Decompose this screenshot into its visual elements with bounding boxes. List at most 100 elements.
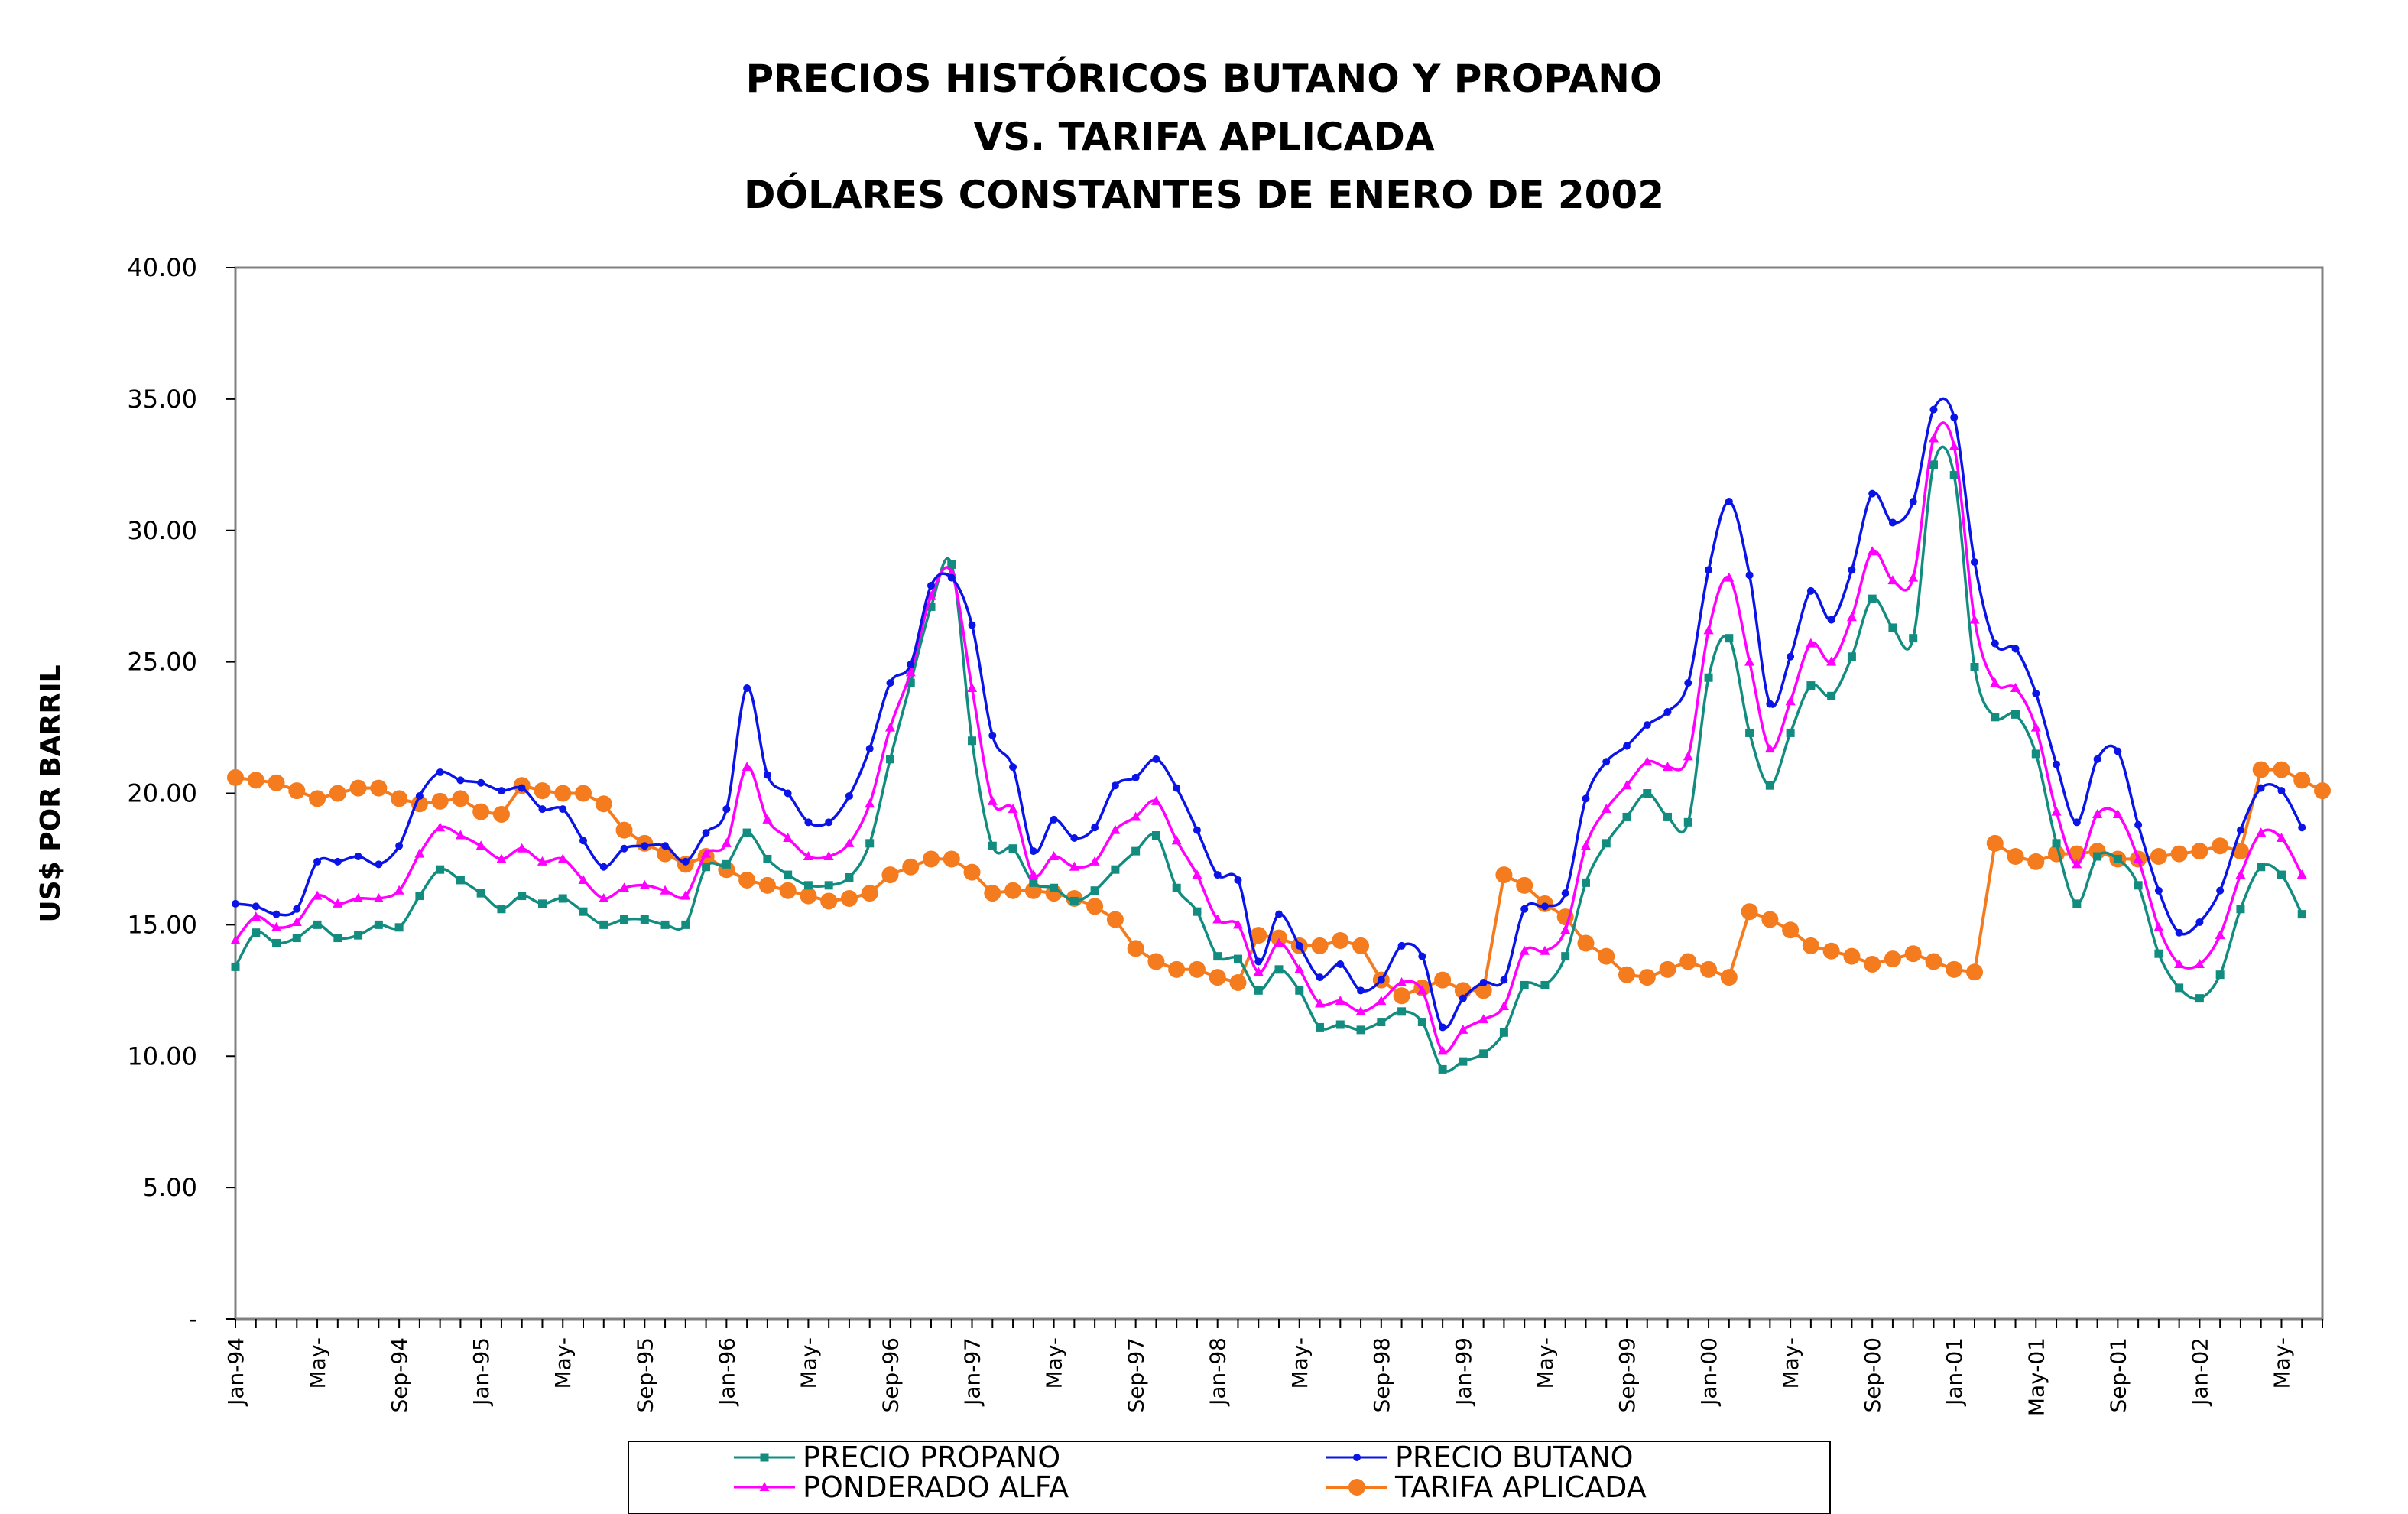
data-point-precio-butano bbox=[1971, 558, 1978, 566]
data-point-ponderado-alfa bbox=[2030, 722, 2041, 732]
x-tick-label: Jan-01 bbox=[1942, 1337, 1967, 1407]
data-point-ponderado-alfa bbox=[946, 567, 957, 577]
data-point-ponderado-alfa bbox=[557, 853, 568, 863]
data-point-precio-propano bbox=[620, 915, 629, 924]
data-point-precio-butano bbox=[2134, 820, 2143, 829]
data-point-precio-butano bbox=[1705, 566, 1713, 574]
legend-label: TARIFA APLICADA bbox=[1394, 1470, 1647, 1504]
data-point-precio-propano bbox=[865, 839, 875, 848]
data-point-precio-butano bbox=[1418, 952, 1426, 960]
data-point-ponderado-alfa bbox=[1642, 756, 1653, 766]
data-point-ponderado-alfa bbox=[475, 840, 486, 850]
data-point-ponderado-alfa bbox=[517, 843, 527, 853]
data-point-ponderado-alfa bbox=[680, 890, 691, 900]
y-tick-label: 25.00 bbox=[127, 648, 197, 677]
data-point-ponderado-alfa bbox=[2194, 958, 2205, 968]
data-point-precio-butano bbox=[1684, 679, 1692, 687]
x-tick-label: Jan-98 bbox=[1206, 1337, 1231, 1407]
x-tick-label: Jan-96 bbox=[714, 1337, 739, 1407]
data-point-tarifa-aplicada bbox=[615, 821, 633, 839]
data-point-precio-butano bbox=[804, 818, 813, 827]
data-point-ponderado-alfa bbox=[1171, 835, 1182, 845]
data-point-ponderado-alfa bbox=[578, 874, 589, 884]
y-tick-label: 10.00 bbox=[127, 1041, 197, 1071]
data-point-precio-butano bbox=[681, 857, 690, 866]
data-point-precio-propano bbox=[803, 881, 813, 890]
legend-box bbox=[628, 1441, 1831, 1514]
data-point-precio-propano bbox=[988, 841, 997, 850]
data-point-ponderado-alfa bbox=[2256, 827, 2267, 837]
data-point-tarifa-aplicada bbox=[1884, 950, 1901, 968]
data-point-tarifa-aplicada bbox=[1720, 969, 1738, 986]
data-point-precio-propano bbox=[1316, 1022, 1325, 1032]
data-point-precio-propano bbox=[1397, 1007, 1407, 1016]
data-point-precio-butano bbox=[1561, 889, 1569, 898]
data-point-ponderado-alfa bbox=[1519, 945, 1530, 955]
data-point-tarifa-aplicada bbox=[1311, 937, 1329, 954]
data-point-precio-propano bbox=[1929, 460, 1938, 469]
data-point-precio-butano bbox=[845, 791, 853, 800]
legend-label: PONDERADO ALFA bbox=[803, 1470, 1069, 1504]
data-point-precio-butano bbox=[1091, 824, 1099, 832]
data-point-ponderado-alfa bbox=[1315, 998, 1326, 1008]
data-point-precio-butano bbox=[1643, 721, 1651, 729]
data-point-tarifa-aplicada bbox=[1782, 921, 1800, 939]
data-point-ponderado-alfa bbox=[639, 879, 650, 889]
legend-marker bbox=[1348, 1479, 1365, 1496]
data-point-tarifa-aplicada bbox=[575, 785, 592, 802]
data-point-precio-butano bbox=[313, 857, 322, 866]
data-point-precio-butano bbox=[865, 745, 874, 753]
x-tick-label: May-01 bbox=[2023, 1337, 2049, 1416]
data-point-ponderado-alfa bbox=[1274, 937, 1284, 947]
data-point-precio-butano bbox=[1234, 876, 1242, 884]
data-point-precio-propano bbox=[1459, 1057, 1468, 1066]
data-point-tarifa-aplicada bbox=[1516, 876, 1533, 894]
data-point-precio-butano bbox=[1479, 979, 1488, 986]
data-point-precio-butano bbox=[599, 863, 608, 871]
data-point-precio-butano bbox=[947, 573, 956, 582]
x-tick-label: Sep-98 bbox=[1369, 1337, 1394, 1413]
data-point-precio-butano bbox=[2236, 826, 2244, 834]
data-point-ponderado-alfa bbox=[2092, 809, 2103, 818]
series-line-ponderado-alfa bbox=[234, 421, 2303, 1054]
y-tick-label: 30.00 bbox=[127, 516, 197, 545]
data-point-ponderado-alfa bbox=[2072, 859, 2082, 869]
data-point-precio-propano bbox=[1663, 812, 1673, 821]
legend-label: PRECIO PROPANO bbox=[803, 1441, 1060, 1474]
data-point-precio-propano bbox=[1970, 663, 1979, 671]
legend-item-precio-butano: PRECIO BUTANO bbox=[1326, 1441, 1634, 1474]
data-point-tarifa-aplicada bbox=[2231, 843, 2249, 860]
data-point-precio-propano bbox=[1888, 623, 1897, 632]
y-tick-label: - bbox=[188, 1304, 197, 1334]
data-point-ponderado-alfa bbox=[1355, 1006, 1366, 1015]
data-point-precio-butano bbox=[1602, 758, 1611, 766]
chart-title-line-3: DÓLARES CONSTANTES DE ENERO DE 2002 bbox=[744, 172, 1664, 217]
data-point-precio-butano bbox=[907, 661, 915, 669]
data-point-tarifa-aplicada bbox=[2252, 761, 2270, 778]
data-point-precio-butano bbox=[1868, 489, 1877, 498]
data-point-tarifa-aplicada bbox=[1577, 934, 1595, 952]
data-point-precio-propano bbox=[2277, 870, 2286, 879]
data-point-precio-propano bbox=[1806, 681, 1816, 690]
data-point-tarifa-aplicada bbox=[1598, 947, 1615, 965]
legend-item-tarifa-aplicada: TARIFA APLICADA bbox=[1326, 1470, 1647, 1504]
data-point-ponderado-alfa bbox=[1846, 612, 1857, 622]
data-point-tarifa-aplicada bbox=[1434, 971, 1452, 989]
data-point-ponderado-alfa bbox=[2010, 683, 2021, 692]
data-point-precio-butano bbox=[1173, 784, 1181, 792]
data-point-precio-butano bbox=[1787, 652, 1795, 661]
y-tick-label: 5.00 bbox=[143, 1173, 197, 1202]
data-point-precio-butano bbox=[579, 837, 587, 845]
data-point-tarifa-aplicada bbox=[779, 882, 797, 899]
data-point-tarifa-aplicada bbox=[2293, 772, 2311, 789]
data-point-precio-butano bbox=[497, 787, 505, 795]
data-point-ponderado-alfa bbox=[414, 848, 425, 858]
data-point-precio-butano bbox=[1827, 616, 1835, 624]
data-point-tarifa-aplicada bbox=[2150, 848, 2167, 865]
data-point-tarifa-aplicada bbox=[1822, 942, 1840, 960]
data-point-precio-butano bbox=[1009, 763, 1017, 772]
data-point-ponderado-alfa bbox=[291, 916, 302, 926]
data-point-precio-butano bbox=[1357, 986, 1365, 995]
data-point-precio-butano bbox=[661, 842, 670, 850]
data-point-precio-propano bbox=[947, 560, 956, 569]
